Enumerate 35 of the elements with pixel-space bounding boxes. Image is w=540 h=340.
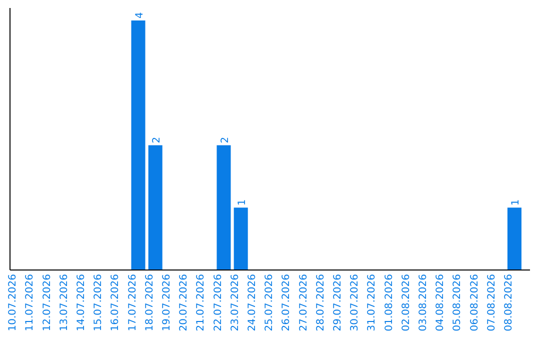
x-tick-label: 21.07.2026: [196, 274, 207, 332]
x-tick-label: 31.07.2026: [366, 274, 378, 332]
x-tick-label: 22.07.2026: [212, 274, 224, 332]
x-tick-label: 28.07.2026: [315, 274, 326, 332]
x-tick-label: 05.08.2026: [452, 274, 464, 332]
x-tick-label: 30.07.2026: [350, 274, 361, 332]
x-tick-label: 08.08.2026: [503, 274, 514, 332]
x-tick-label: 25.07.2026: [264, 274, 276, 332]
x-tick-label: 11.07.2026: [24, 274, 36, 332]
x-tick-label: 04.08.2026: [435, 274, 446, 332]
x-tick-label: 13.07.2026: [58, 274, 70, 332]
x-tick-label: 01.08.2026: [384, 274, 395, 332]
x-tick-label: 29.07.2026: [332, 274, 344, 332]
x-tick-label: 15.07.2026: [93, 274, 104, 332]
data-label: 2: [220, 136, 231, 144]
x-tick-label: 23.07.2026: [230, 274, 241, 332]
x-tick-label: 24.07.2026: [246, 274, 258, 332]
x-tick-label: 16.07.2026: [110, 274, 122, 332]
x-tick-label: 18.07.2026: [144, 274, 156, 332]
data-label: 1: [510, 199, 522, 206]
x-tick-label: 06.08.2026: [469, 274, 480, 332]
data-label: 4: [134, 12, 146, 18]
x-tick-label: 10.07.2026: [8, 274, 19, 332]
x-tick-label: 26.07.2026: [281, 274, 292, 332]
x-tick-label: 07.08.2026: [486, 274, 498, 332]
x-tick-label: 17.07.2026: [127, 274, 138, 332]
x-tick-label: 14.07.2026: [76, 274, 87, 332]
x-tick-label: 20.07.2026: [178, 274, 190, 332]
data-label: 2: [151, 136, 162, 144]
x-tick-label: 02.08.2026: [400, 274, 412, 332]
data-label: 1: [236, 199, 248, 206]
x-tick-label: 19.07.2026: [161, 274, 172, 332]
x-tick-label: 03.08.2026: [418, 274, 429, 332]
x-tick-label: 12.07.2026: [42, 274, 53, 332]
x-tick-label: 27.07.2026: [298, 274, 310, 332]
